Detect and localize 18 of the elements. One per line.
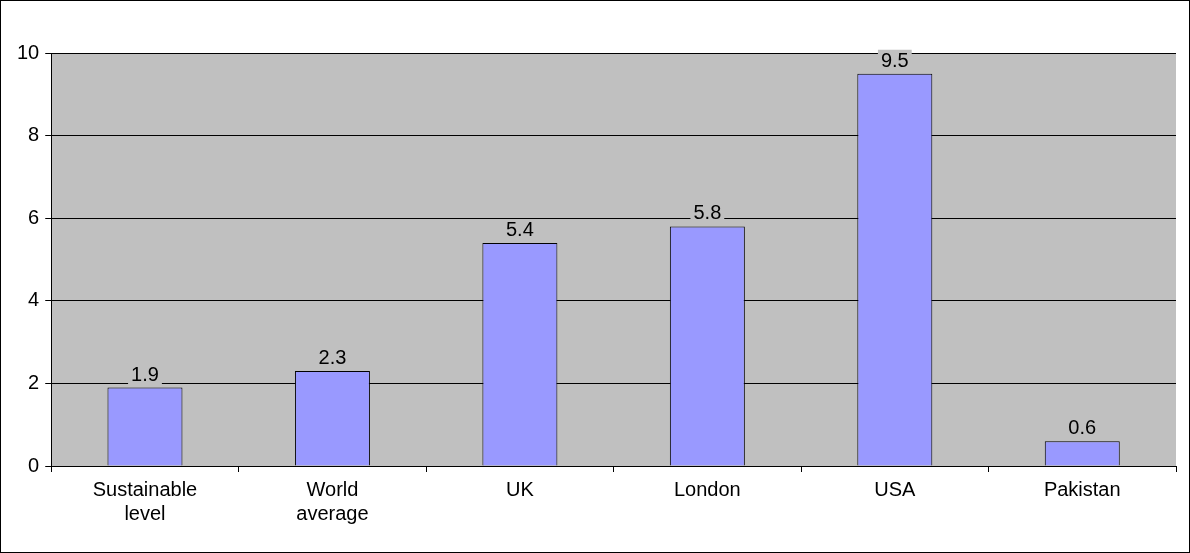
x-tick-label: UK	[506, 477, 535, 500]
data-label: 0.6	[1068, 416, 1097, 439]
data-label: 5.4	[505, 217, 534, 240]
y-tick-label: 8	[28, 123, 40, 146]
data-label: 2.3	[318, 346, 347, 369]
x-tick-label: Sustainable level	[92, 477, 198, 524]
x-tick-label: World average	[296, 477, 369, 524]
y-tick-label: 0	[28, 453, 40, 476]
y-tick-label: 10	[17, 40, 40, 63]
x-tick-label: London	[673, 477, 741, 500]
y-tick-label: 6	[28, 205, 40, 228]
y-tick-label: 4	[28, 288, 40, 311]
data-label: 1.9	[131, 362, 159, 385]
x-tick-label: Pakistan	[1043, 477, 1121, 500]
x-tick-label: USA	[874, 477, 917, 500]
y-tick-label: 2	[28, 370, 40, 393]
data-label: 5.8	[693, 201, 722, 224]
data-label: 9.5	[880, 48, 909, 71]
